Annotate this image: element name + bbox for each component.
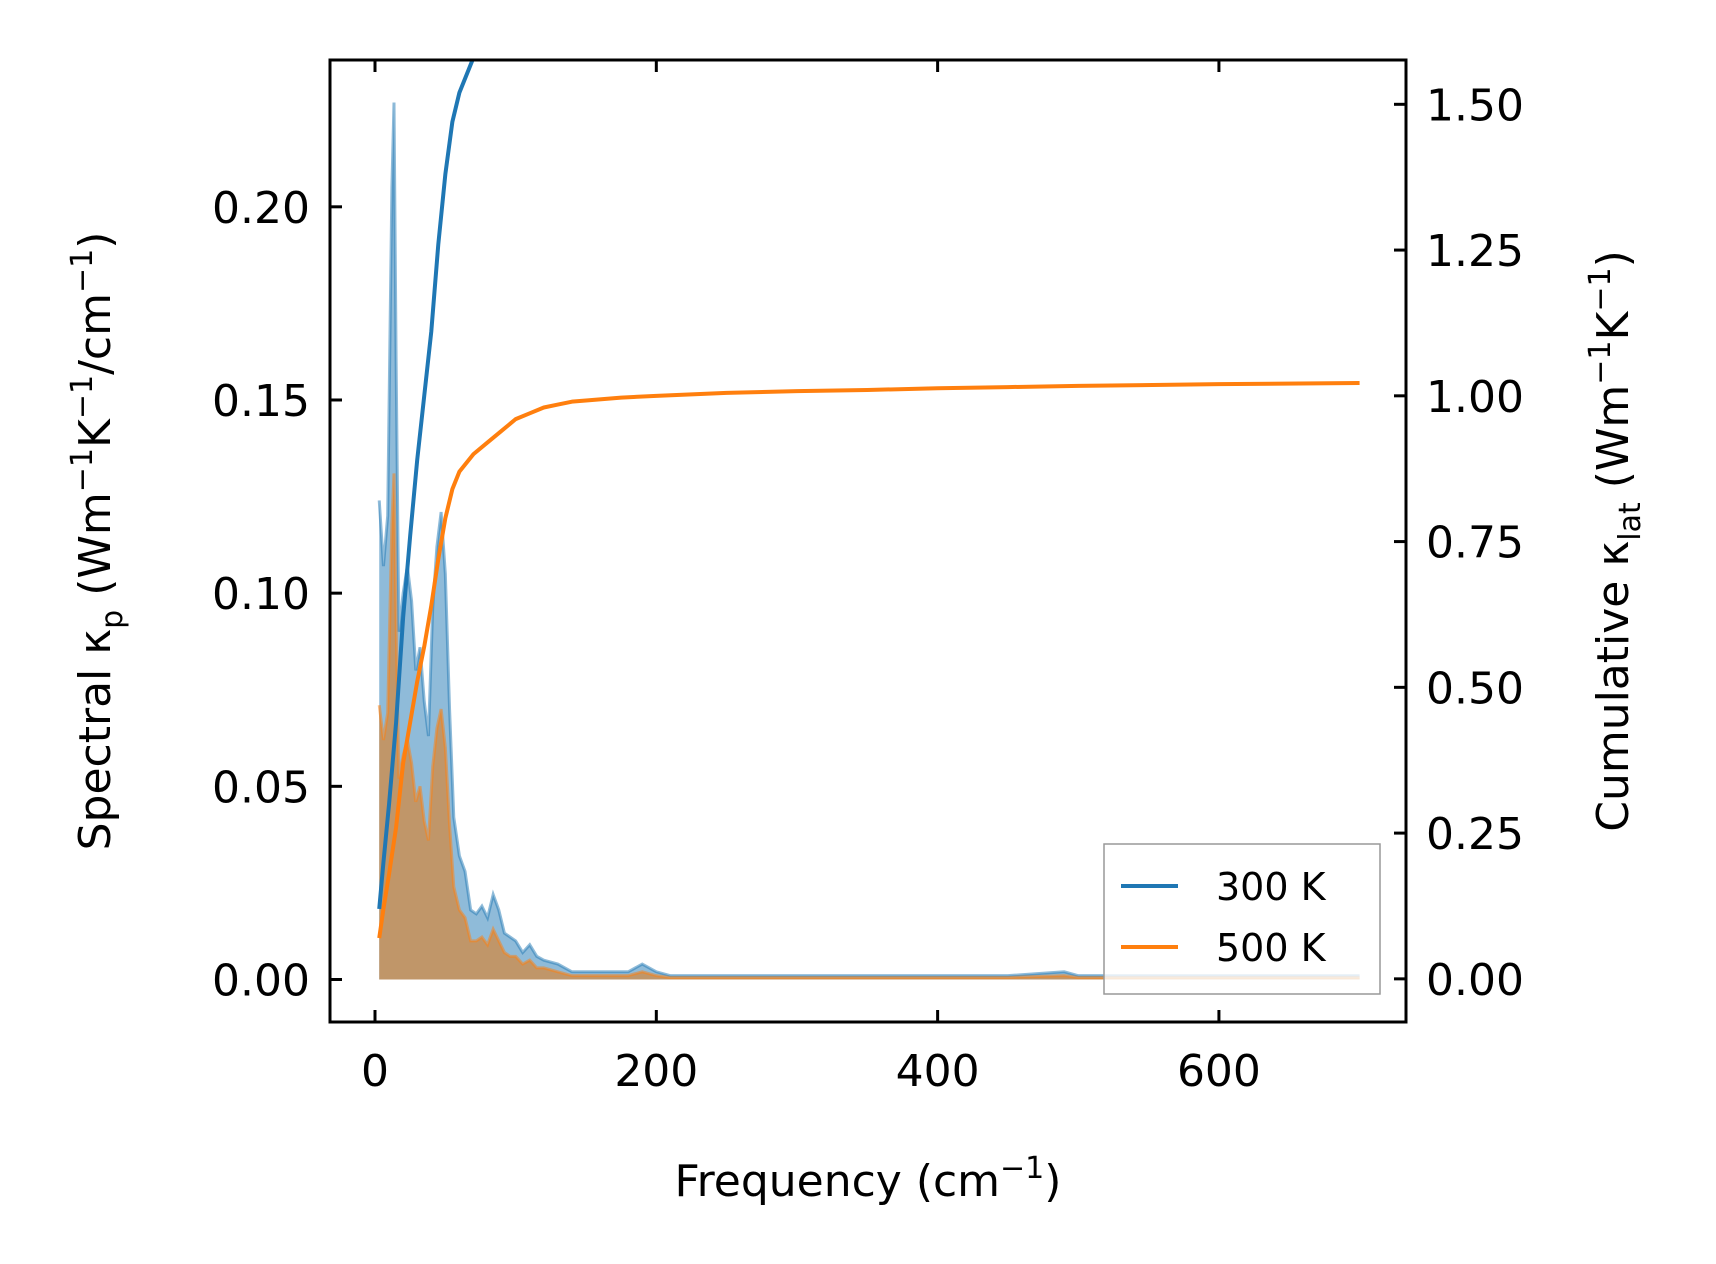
y-right-tick-label: 1.25 [1426, 226, 1524, 277]
y-left-axis-ticks: 0.00 0.05 0.10 0.15 0.20 [212, 183, 342, 1007]
legend-box [1103, 843, 1381, 995]
y-left-axis-label: Spectral κp (Wm−1K−1/cm−1) [65, 232, 130, 851]
y-right-tick-label: 0.75 [1426, 518, 1524, 569]
y-left-tick-label: 0.10 [212, 569, 310, 620]
spectral-fills [377, 102, 1360, 980]
y-right-axis-label: Cumulative κlat (Wm−1K−1) [1583, 250, 1648, 832]
x-tick-label: 600 [1177, 1046, 1261, 1097]
y-right-tick-label: 1.50 [1426, 80, 1524, 131]
y-left-tick-label: 0.05 [212, 762, 310, 813]
legend: 300 K 500 K [1103, 843, 1381, 995]
cumulative-line-500k [377, 380, 1360, 939]
spectral-fill-500k-edge [377, 473, 1360, 980]
cumulative-line-300k [377, 60, 475, 910]
spectral-fill-300k-edge [377, 102, 1360, 978]
y-right-tick-label: 0.00 [1426, 955, 1524, 1006]
y-left-tick-label: 0.15 [212, 376, 310, 427]
y-right-tick-label: 0.50 [1426, 663, 1524, 714]
x-tick-label: 0 [361, 1046, 389, 1097]
y-right-tick-label: 0.25 [1426, 809, 1524, 860]
x-tick-label: 200 [614, 1046, 698, 1097]
y-left-tick-label: 0.00 [212, 956, 310, 1007]
x-axis-label: Frequency (cm−1) [675, 1151, 1062, 1207]
legend-label-300k: 300 K [1216, 865, 1327, 909]
x-axis-ticks: 0 200 400 600 [361, 60, 1261, 1097]
y-left-tick-label: 0.20 [212, 183, 310, 234]
y-right-tick-label: 1.00 [1426, 372, 1524, 423]
x-tick-label: 400 [896, 1046, 980, 1097]
y-right-axis-ticks: 0.00 0.25 0.50 0.75 1.00 1.25 1.50 [1394, 80, 1524, 1006]
cumulative-lines [377, 60, 1360, 939]
legend-label-500k: 500 K [1216, 926, 1327, 970]
